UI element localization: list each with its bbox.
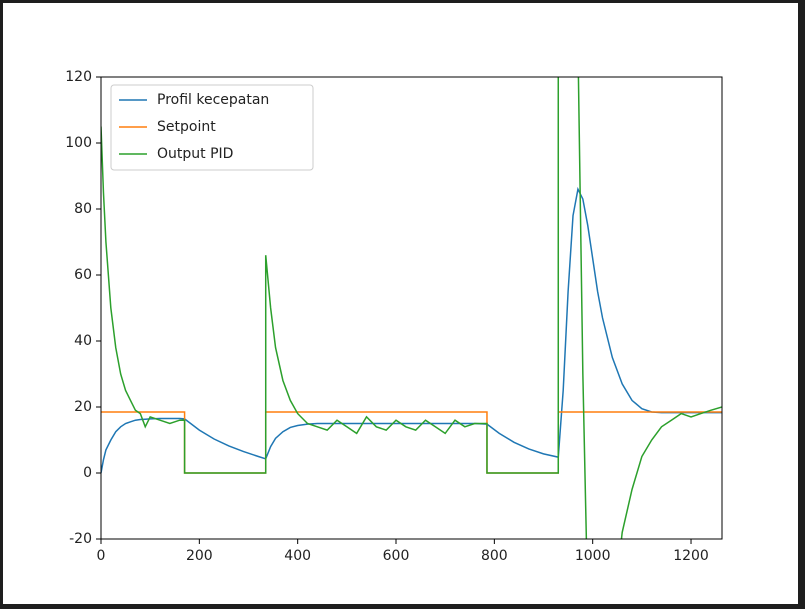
x-tick-label: 400 bbox=[284, 548, 311, 564]
x-tick-label: 600 bbox=[383, 548, 410, 564]
y-tick-label: 60 bbox=[74, 267, 92, 283]
y-tick-label: 20 bbox=[74, 399, 92, 415]
series-line bbox=[101, 411, 722, 474]
legend-label: Profil kecepatan bbox=[157, 92, 269, 108]
x-tick-label: 1200 bbox=[673, 548, 709, 564]
x-tick-label: 1000 bbox=[575, 548, 611, 564]
y-tick-label: 80 bbox=[74, 201, 92, 217]
x-tick-label: 800 bbox=[481, 548, 508, 564]
plot-lines bbox=[101, 77, 722, 539]
y-tick-label: 100 bbox=[65, 135, 92, 151]
y-tick-label: 120 bbox=[65, 69, 92, 85]
y-tick-label: 40 bbox=[74, 333, 92, 349]
legend-box bbox=[110, 84, 314, 171]
y-tick-label: -20 bbox=[69, 531, 92, 547]
legend-label: Setpoint bbox=[157, 119, 216, 135]
x-tick-label: 200 bbox=[186, 548, 213, 564]
x-tick-label: 0 bbox=[97, 548, 106, 564]
series-line bbox=[101, 77, 722, 539]
plot-frame bbox=[100, 76, 723, 540]
series-line bbox=[101, 186, 722, 474]
legend-label: Output PID bbox=[157, 146, 233, 162]
y-tick-label: 0 bbox=[83, 465, 92, 481]
